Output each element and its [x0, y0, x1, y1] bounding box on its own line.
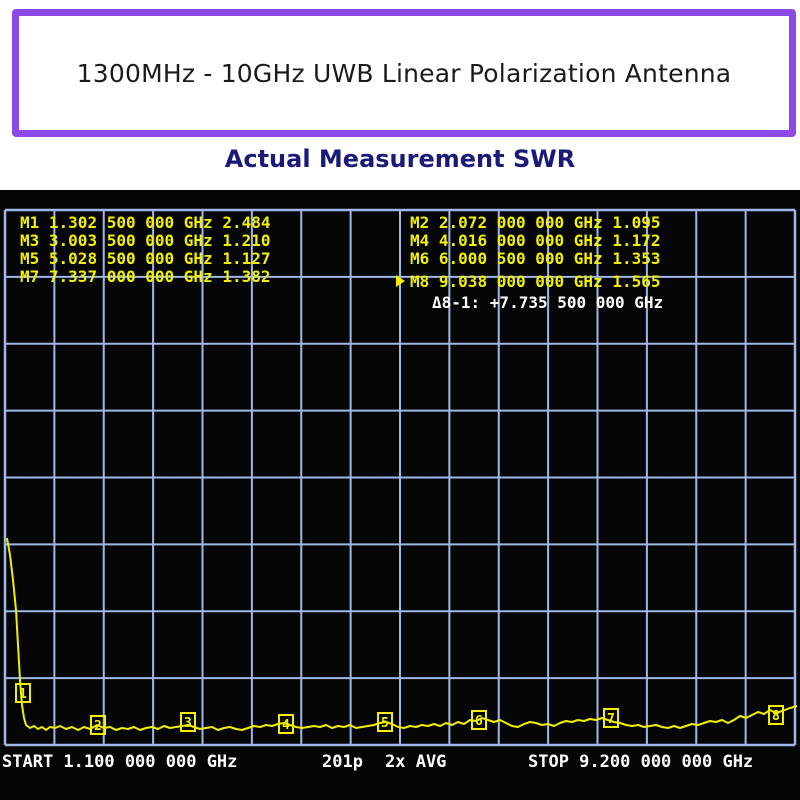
- active-marker-arrow-icon: [396, 275, 405, 287]
- marker-m1-label: M1: [20, 213, 39, 232]
- marker-tag-3: 3: [180, 712, 196, 732]
- svg-text:7: 7: [607, 712, 615, 727]
- marker-m5-readout: M5 5.028 500 000 GHz 1.127: [20, 249, 270, 268]
- marker-m6-value: 1.353: [612, 249, 660, 268]
- sweep-points: 201p: [322, 752, 363, 772]
- start-frequency: START 1.100 000 000 GHz: [2, 752, 237, 772]
- marker-m2-value: 1.095: [612, 213, 660, 232]
- marker-tag-7: 7: [603, 708, 619, 728]
- marker-m5-label: M5: [20, 249, 39, 268]
- marker-m1-freq: 1.302 500 000 GHz: [49, 213, 213, 232]
- marker-m8-freq: 9.038 000 000 GHz: [439, 272, 603, 291]
- svg-text:8: 8: [772, 709, 780, 724]
- marker-m7-freq: 7.337 000 000 GHz: [49, 267, 213, 286]
- page-subtitle: Actual Measurement SWR: [224, 145, 576, 173]
- marker-m5-freq: 5.028 500 000 GHz: [49, 249, 213, 268]
- marker-m2-freq: 2.072 000 000 GHz: [439, 213, 603, 232]
- marker-m4-readout: M4 4.016 000 000 GHz 1.172: [410, 231, 660, 250]
- marker-m2-readout: M2 2.072 000 000 GHz 1.095: [410, 213, 660, 232]
- marker-m3-value: 1.210: [222, 231, 270, 250]
- title-banner: 1300MHz - 10GHz UWB Linear Polarization …: [12, 9, 796, 137]
- marker-tag-6: 6: [471, 710, 487, 730]
- marker-tag-2: 2: [90, 715, 106, 735]
- marker-m7-readout: M7 7.337 000 000 GHz 1.382: [20, 267, 270, 286]
- marker-m1-value: 2.484: [222, 213, 270, 232]
- marker-tag-5: 5: [377, 712, 393, 732]
- svg-text:5: 5: [381, 716, 389, 731]
- svg-text:4: 4: [282, 718, 290, 733]
- marker-tag-1: 1: [15, 683, 31, 703]
- delta-readout: Δ8-1: +7.735 500 000 GHz: [432, 293, 663, 312]
- svg-text:2: 2: [94, 719, 102, 734]
- marker-tag-4: 4: [278, 714, 294, 734]
- svg-text:6: 6: [475, 714, 483, 729]
- marker-m2-label: M2: [410, 213, 429, 232]
- svg-text:1: 1: [19, 687, 27, 702]
- svg-text:3: 3: [184, 716, 192, 731]
- marker-m3-freq: 3.003 500 000 GHz: [49, 231, 213, 250]
- marker-m6-readout: M6 6.000 500 000 GHz 1.353: [410, 249, 660, 268]
- vna-screen: M1 1.302 500 000 GHz 2.484 M3 3.003 500 …: [0, 190, 800, 800]
- swr-trace: [6, 537, 798, 731]
- marker-m8-value: 1.565: [612, 272, 660, 291]
- marker-m7-label: M7: [20, 267, 39, 286]
- marker-m8-label: M8: [410, 272, 429, 291]
- marker-m6-freq: 6.000 500 000 GHz: [439, 249, 603, 268]
- marker-m4-value: 1.172: [612, 231, 660, 250]
- marker-m3-label: M3: [20, 231, 39, 250]
- marker-m1-readout: M1 1.302 500 000 GHz 2.484: [20, 213, 270, 232]
- stop-frequency: STOP 9.200 000 000 GHz: [528, 752, 753, 772]
- marker-m6-label: M6: [410, 249, 429, 268]
- marker-m4-freq: 4.016 000 000 GHz: [439, 231, 603, 250]
- marker-m4-label: M4: [410, 231, 429, 250]
- marker-m5-value: 1.127: [222, 249, 270, 268]
- plot-grid: [3, 208, 797, 747]
- marker-m7-value: 1.382: [222, 267, 270, 286]
- marker-m3-readout: M3 3.003 500 000 GHz 1.210: [20, 231, 270, 250]
- marker-m8-readout: M8 9.038 000 000 GHz 1.565: [410, 272, 660, 291]
- marker-tag-8: 8: [768, 705, 784, 725]
- swr-plot: M1 1.302 500 000 GHz 2.484 M3 3.003 500 …: [2, 208, 798, 772]
- page-title: 1300MHz - 10GHz UWB Linear Polarization …: [76, 58, 732, 88]
- averaging: 2x AVG: [385, 752, 446, 772]
